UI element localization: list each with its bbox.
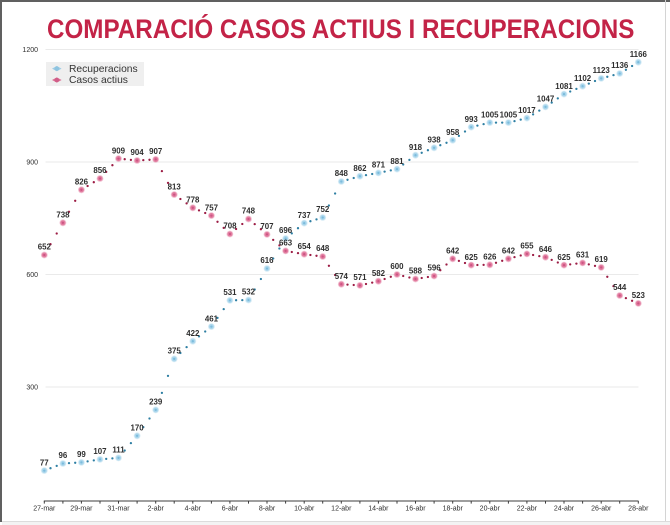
svg-text:22-abr: 22-abr xyxy=(517,506,538,513)
svg-text:752: 752 xyxy=(316,205,330,214)
svg-text:588: 588 xyxy=(409,267,423,276)
svg-text:31-mar: 31-mar xyxy=(107,506,130,513)
svg-text:26-abr: 26-abr xyxy=(591,506,612,513)
svg-text:631: 631 xyxy=(576,251,590,260)
svg-text:571: 571 xyxy=(353,273,367,282)
svg-text:1123: 1123 xyxy=(593,66,611,75)
svg-text:663: 663 xyxy=(279,239,293,248)
svg-text:757: 757 xyxy=(205,203,219,212)
svg-text:375: 375 xyxy=(168,347,182,356)
svg-text:28-abr: 28-abr xyxy=(628,506,649,513)
svg-text:24-abr: 24-abr xyxy=(554,506,575,513)
svg-text:111: 111 xyxy=(112,446,125,455)
svg-text:958: 958 xyxy=(446,128,460,137)
svg-text:77: 77 xyxy=(40,458,49,467)
svg-text:642: 642 xyxy=(446,246,460,255)
svg-text:6-abr: 6-abr xyxy=(222,506,239,513)
svg-text:1166: 1166 xyxy=(630,50,648,59)
svg-text:918: 918 xyxy=(409,143,423,152)
svg-text:707: 707 xyxy=(260,222,274,231)
svg-text:239: 239 xyxy=(149,398,163,407)
svg-text:708: 708 xyxy=(223,222,237,231)
svg-text:737: 737 xyxy=(298,211,312,220)
svg-text:654: 654 xyxy=(298,242,312,251)
svg-text:461: 461 xyxy=(205,314,219,323)
svg-text:993: 993 xyxy=(465,115,479,124)
svg-text:596: 596 xyxy=(428,264,442,273)
svg-text:616: 616 xyxy=(260,256,274,265)
svg-text:1047: 1047 xyxy=(537,95,555,104)
svg-text:938: 938 xyxy=(428,135,442,144)
svg-text:1005: 1005 xyxy=(500,110,518,119)
svg-text:619: 619 xyxy=(595,255,609,264)
svg-text:12-abr: 12-abr xyxy=(331,506,352,513)
svg-text:652: 652 xyxy=(38,243,52,252)
svg-text:574: 574 xyxy=(335,272,349,281)
svg-text:422: 422 xyxy=(186,329,200,338)
svg-text:107: 107 xyxy=(93,447,107,456)
svg-text:523: 523 xyxy=(632,291,646,300)
svg-text:300: 300 xyxy=(26,384,38,391)
svg-text:531: 531 xyxy=(223,288,237,297)
svg-text:871: 871 xyxy=(372,161,386,170)
svg-text:544: 544 xyxy=(613,283,627,292)
svg-text:881: 881 xyxy=(390,157,404,166)
svg-text:696: 696 xyxy=(279,226,293,235)
svg-text:582: 582 xyxy=(372,269,386,278)
svg-text:600: 600 xyxy=(390,262,404,271)
svg-text:8-abr: 8-abr xyxy=(259,506,276,513)
svg-text:748: 748 xyxy=(242,207,256,216)
svg-text:626: 626 xyxy=(483,252,497,261)
svg-text:848: 848 xyxy=(335,169,349,178)
svg-text:532: 532 xyxy=(242,288,256,297)
svg-text:29-mar: 29-mar xyxy=(70,506,93,513)
svg-text:2-abr: 2-abr xyxy=(148,506,165,513)
svg-text:625: 625 xyxy=(465,253,479,262)
svg-text:18-abr: 18-abr xyxy=(443,506,464,513)
svg-text:14-abr: 14-abr xyxy=(368,506,389,513)
svg-text:16-abr: 16-abr xyxy=(405,506,426,513)
svg-text:900: 900 xyxy=(26,159,38,166)
svg-text:904: 904 xyxy=(131,148,145,157)
svg-text:1102: 1102 xyxy=(574,74,592,83)
svg-text:1200: 1200 xyxy=(22,47,38,54)
svg-text:642: 642 xyxy=(502,246,516,255)
svg-text:4-abr: 4-abr xyxy=(185,506,202,513)
svg-text:826: 826 xyxy=(75,177,89,186)
svg-text:600: 600 xyxy=(26,272,38,279)
svg-text:646: 646 xyxy=(539,245,553,254)
svg-text:738: 738 xyxy=(56,210,70,219)
svg-text:907: 907 xyxy=(149,147,163,156)
svg-text:813: 813 xyxy=(168,182,182,191)
svg-text:909: 909 xyxy=(112,146,126,155)
svg-text:27-mar: 27-mar xyxy=(33,506,56,513)
svg-text:778: 778 xyxy=(186,195,200,204)
svg-text:1017: 1017 xyxy=(518,106,536,115)
svg-text:20-abr: 20-abr xyxy=(480,506,501,513)
svg-text:1081: 1081 xyxy=(555,82,573,91)
svg-text:96: 96 xyxy=(59,451,68,460)
svg-text:1136: 1136 xyxy=(611,61,629,70)
svg-text:170: 170 xyxy=(131,423,145,432)
svg-text:655: 655 xyxy=(520,242,534,251)
svg-text:625: 625 xyxy=(557,253,571,262)
svg-text:856: 856 xyxy=(93,166,107,175)
svg-text:1005: 1005 xyxy=(481,110,499,119)
svg-text:10-abr: 10-abr xyxy=(294,506,315,513)
svg-text:648: 648 xyxy=(316,244,330,253)
svg-text:99: 99 xyxy=(77,450,86,459)
svg-text:862: 862 xyxy=(353,164,367,173)
